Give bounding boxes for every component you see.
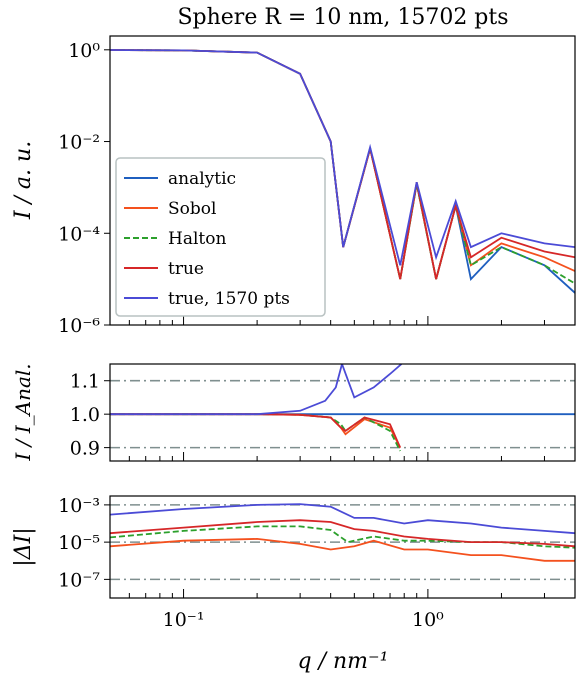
x-tick-label: 10⁻¹ <box>163 609 205 631</box>
series-line-sobol <box>110 413 402 449</box>
x-axis-label: q / nm⁻¹ <box>298 649 389 674</box>
y-tick-label: 1.1 <box>70 371 100 393</box>
plot-frame <box>109 495 576 599</box>
legend-label-analytic: analytic <box>168 169 236 189</box>
plot-frame <box>109 363 576 462</box>
legend-box <box>115 157 326 317</box>
y-tick-label: 10⁻² <box>58 132 100 154</box>
intensity-y-axis-label: I / a. u. <box>11 141 36 220</box>
series-line-true1570 <box>110 503 575 535</box>
legend: analytic Sobol Halton true true, 1570 pts <box>115 157 326 317</box>
ratio-panel: 1.1 1.0 0.9 <box>70 363 576 462</box>
series-line-sobol <box>110 537 575 562</box>
plot-frame <box>109 35 576 326</box>
series-line-true1570 <box>110 49 575 266</box>
legend-label-true1570: true, 1570 pts <box>168 289 290 309</box>
y-tick-label: 10⁻⁵ <box>58 532 100 554</box>
difference-panel: 10⁻³ 10⁻⁵ 10⁻⁷ 10⁻¹ 10⁰ <box>58 495 576 631</box>
series-line-true <box>110 519 575 548</box>
legend-label-sobol: Sobol <box>168 199 216 219</box>
y-tick-label: 10⁻³ <box>58 495 100 517</box>
series-line-true <box>110 413 402 448</box>
intensity-panel: 10⁰ 10⁻² 10⁻⁴ 10⁻⁶ <box>58 35 576 337</box>
difference-y-axis-label: |ΔI| <box>11 527 36 566</box>
y-tick-label: 10⁻⁴ <box>58 223 100 245</box>
chart-title: Sphere R = 10 nm, 15702 pts <box>177 5 508 30</box>
x-tick-label: 10⁰ <box>412 609 444 631</box>
series-line-halton <box>110 413 402 452</box>
y-tick-label: 1.0 <box>70 404 100 426</box>
y-tick-label: 10⁻⁷ <box>58 569 100 591</box>
y-tick-label: 10⁻⁶ <box>58 315 100 337</box>
legend-label-halton: Halton <box>168 229 226 249</box>
ratio-y-axis-label: I / I_Anal. <box>11 363 35 461</box>
y-tick-label: 0.9 <box>70 438 100 460</box>
series-line-true1570 <box>110 364 403 416</box>
legend-label-true: true <box>168 259 204 279</box>
y-tick-label: 10⁰ <box>68 40 100 62</box>
series-line-halton <box>110 525 575 549</box>
